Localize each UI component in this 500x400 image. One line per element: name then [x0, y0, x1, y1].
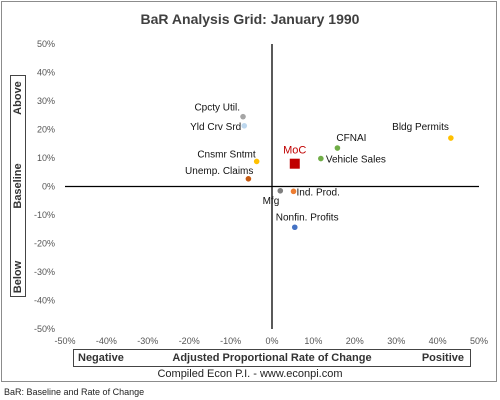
x-tick-label: -30%: [137, 336, 158, 346]
y-tick-label: -20%: [34, 239, 55, 249]
axes: [65, 44, 479, 329]
x-tick-label: -40%: [96, 336, 117, 346]
x-tick-label: 20%: [346, 336, 364, 346]
x-tick-label: 10%: [304, 336, 322, 346]
y-tick-label: -50%: [34, 324, 55, 334]
chart-title: BaR Analysis Grid: January 1990: [140, 11, 360, 27]
data-label: Ind. Prod.: [297, 187, 340, 198]
data-point: [290, 188, 297, 195]
y-tick-label: 50%: [37, 39, 55, 49]
x-axis-label-box: Negative Adjusted Proportional Rate of C…: [73, 349, 471, 367]
x-tick-label: 50%: [470, 336, 488, 346]
y-tick-label: 40%: [37, 68, 55, 78]
y-axis-title: Baseline: [12, 163, 24, 209]
data-label: Cnsmr Sntmt: [197, 149, 256, 160]
data-label: MoC: [283, 145, 306, 157]
x-axis-title: Adjusted Proportional Rate of Change: [172, 352, 372, 364]
data-label: Mfg: [263, 196, 280, 207]
data-label: Vehicle Sales: [326, 155, 386, 166]
data-label: Bldg Permits: [392, 122, 449, 133]
x-tick-label: 40%: [429, 336, 447, 346]
x-tick-label: -50%: [54, 336, 75, 346]
chart-frame: [1, 1, 497, 382]
y-tick-label: -30%: [34, 267, 55, 277]
y-axis-label-box: Above Baseline Below: [10, 75, 26, 297]
data-label: Unemp. Claims: [185, 166, 253, 177]
y-above-label: Above: [12, 81, 24, 115]
data-label: CFNAI: [336, 133, 366, 144]
data-label: Cpcty Util.: [194, 103, 240, 114]
data-points: Cpcty Util. Yld Crv Srd CFNAI Bldg Permits M…: [185, 103, 454, 231]
data-point: [291, 224, 298, 231]
y-tick-label: 20%: [37, 125, 55, 135]
data-point: [245, 176, 252, 182]
x-tick-label: 30%: [387, 336, 405, 346]
data-label: Nonfin. Profits: [276, 212, 339, 223]
y-tick-label: 10%: [37, 153, 55, 163]
x-tick-label: 0%: [265, 336, 278, 346]
x-tick-label: -20%: [179, 336, 200, 346]
data-point: [277, 187, 284, 194]
data-point-moc: [289, 158, 300, 169]
data-point: [318, 155, 324, 162]
x-positive-label: Positive: [421, 352, 464, 364]
y-tick-label: 30%: [37, 96, 55, 106]
tick-labels: -50% -40% -30% -20% -10% 0% 10% 20% 30% 40% 50% 50%…: [34, 39, 488, 346]
data-point: [241, 122, 248, 129]
y-tick-label: -40%: [34, 296, 55, 306]
data-point: [448, 135, 454, 141]
y-below-label: Below: [12, 260, 24, 294]
data-point: [334, 145, 341, 151]
footnote: BaR: Baseline and Rate of Change: [4, 387, 145, 397]
y-tick-label: 0%: [42, 182, 55, 192]
x-negative-label: Negative: [78, 352, 124, 364]
y-tick-label: -10%: [34, 210, 55, 220]
credit-line: Compiled Econ P.I. - www.econpi.com: [157, 368, 343, 380]
data-label: Yld Crv Srd: [190, 122, 241, 133]
data-point: [253, 158, 260, 165]
data-point: [240, 113, 246, 120]
x-tick-label: -10%: [220, 336, 241, 346]
